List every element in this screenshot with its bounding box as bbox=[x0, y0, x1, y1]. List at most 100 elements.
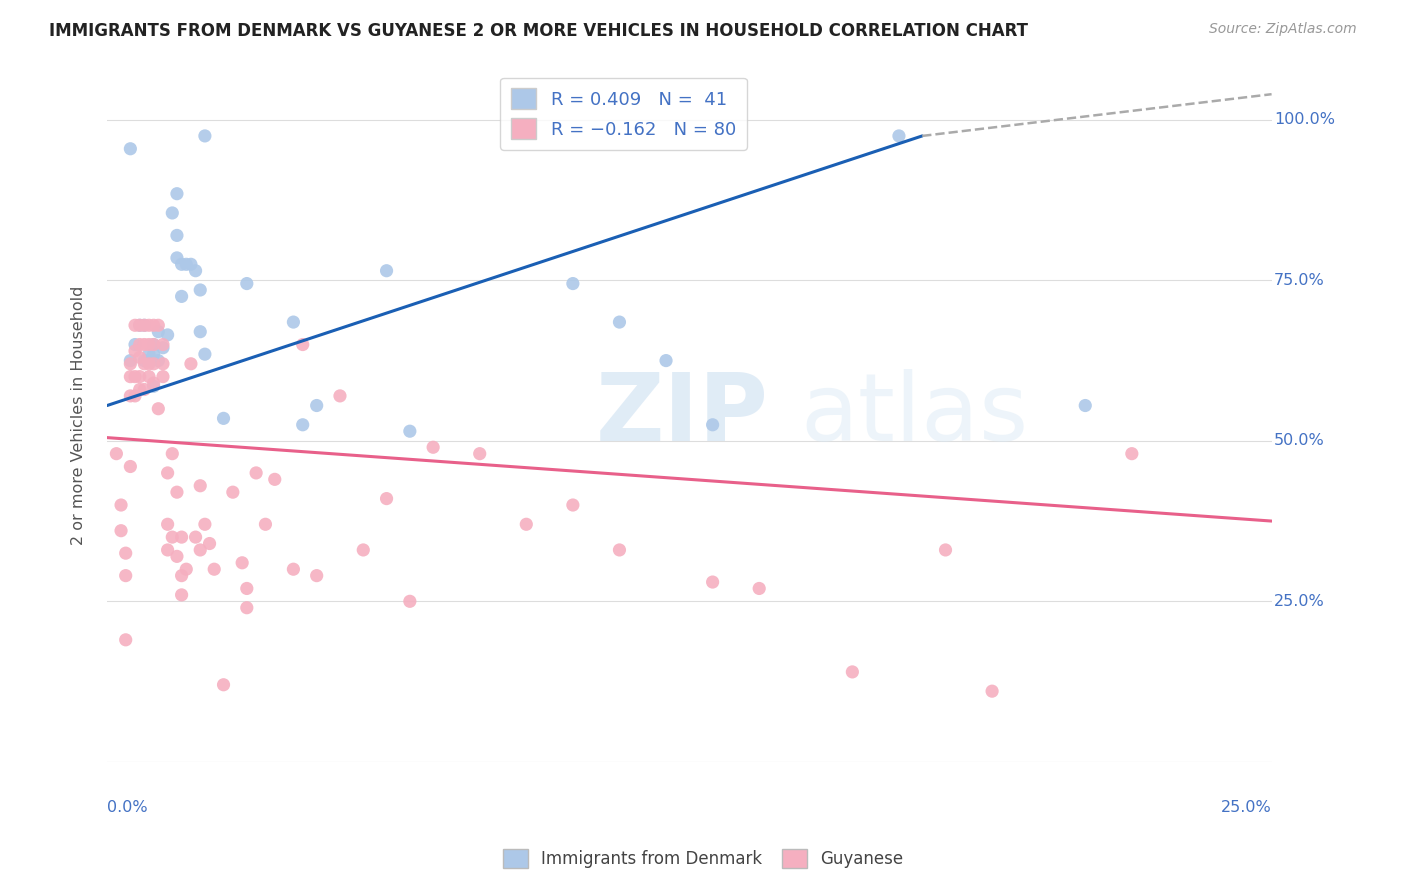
Point bbox=[148, 325, 170, 339]
Text: 25.0%: 25.0% bbox=[1274, 594, 1324, 609]
Text: Source: ZipAtlas.com: Source: ZipAtlas.com bbox=[1209, 22, 1357, 37]
Point bbox=[128, 337, 150, 351]
Point bbox=[124, 369, 146, 384]
Point bbox=[170, 289, 193, 303]
Point bbox=[124, 337, 146, 351]
Point bbox=[120, 353, 142, 368]
Point bbox=[142, 337, 165, 351]
Point bbox=[134, 318, 156, 333]
Point bbox=[174, 562, 197, 576]
Point bbox=[134, 383, 156, 397]
Point bbox=[110, 498, 132, 512]
Point bbox=[981, 684, 1004, 698]
Point bbox=[188, 283, 211, 297]
Point bbox=[375, 263, 398, 277]
Point bbox=[128, 318, 150, 333]
Point bbox=[110, 524, 132, 538]
Point bbox=[702, 417, 724, 432]
Point bbox=[170, 530, 193, 544]
Point bbox=[236, 582, 259, 596]
Point bbox=[194, 517, 217, 532]
Point bbox=[148, 353, 170, 368]
Point bbox=[609, 543, 631, 558]
Point bbox=[134, 318, 156, 333]
Point bbox=[162, 530, 184, 544]
Point bbox=[283, 315, 305, 329]
Point bbox=[166, 251, 188, 265]
Point bbox=[134, 337, 156, 351]
Point bbox=[148, 401, 170, 416]
Text: IMMIGRANTS FROM DENMARK VS GUYANESE 2 OR MORE VEHICLES IN HOUSEHOLD CORRELATION : IMMIGRANTS FROM DENMARK VS GUYANESE 2 OR… bbox=[49, 22, 1028, 40]
Point bbox=[128, 318, 150, 333]
Point bbox=[138, 369, 160, 384]
Point bbox=[142, 347, 165, 361]
Y-axis label: 2 or more Vehicles in Household: 2 or more Vehicles in Household bbox=[72, 285, 86, 545]
Legend: Immigrants from Denmark, Guyanese: Immigrants from Denmark, Guyanese bbox=[496, 842, 910, 875]
Point bbox=[124, 389, 146, 403]
Point bbox=[352, 543, 374, 558]
Point bbox=[148, 318, 170, 333]
Point bbox=[198, 536, 221, 550]
Point bbox=[142, 379, 165, 393]
Point bbox=[887, 128, 910, 143]
Point bbox=[305, 399, 328, 413]
Point bbox=[142, 318, 165, 333]
Point bbox=[263, 472, 285, 486]
Point bbox=[105, 447, 128, 461]
Point bbox=[515, 517, 537, 532]
Point bbox=[138, 353, 160, 368]
Point bbox=[166, 228, 188, 243]
Point bbox=[291, 417, 314, 432]
Point bbox=[170, 568, 193, 582]
Point bbox=[138, 347, 160, 361]
Point bbox=[166, 186, 188, 201]
Point bbox=[152, 337, 174, 351]
Point bbox=[128, 369, 150, 384]
Point bbox=[114, 568, 136, 582]
Point bbox=[120, 369, 142, 384]
Point bbox=[841, 665, 863, 679]
Point bbox=[398, 594, 420, 608]
Point bbox=[188, 479, 211, 493]
Point bbox=[120, 357, 142, 371]
Point bbox=[162, 206, 184, 220]
Point bbox=[188, 325, 211, 339]
Point bbox=[283, 562, 305, 576]
Point bbox=[188, 543, 211, 558]
Point bbox=[934, 543, 956, 558]
Point bbox=[748, 582, 770, 596]
Text: atlas: atlas bbox=[800, 369, 1028, 461]
Point bbox=[194, 347, 217, 361]
Point bbox=[134, 353, 156, 368]
Point bbox=[124, 318, 146, 333]
Point bbox=[156, 517, 179, 532]
Point bbox=[184, 530, 207, 544]
Point bbox=[655, 353, 678, 368]
Text: 75.0%: 75.0% bbox=[1274, 273, 1324, 288]
Point bbox=[170, 257, 193, 271]
Point bbox=[142, 376, 165, 390]
Point bbox=[1074, 399, 1097, 413]
Text: 0.0%: 0.0% bbox=[107, 800, 148, 815]
Point bbox=[120, 459, 142, 474]
Point bbox=[254, 517, 277, 532]
Point bbox=[231, 556, 253, 570]
Point bbox=[152, 357, 174, 371]
Point bbox=[212, 678, 235, 692]
Point bbox=[142, 337, 165, 351]
Point bbox=[156, 466, 179, 480]
Point bbox=[422, 440, 444, 454]
Point bbox=[138, 318, 160, 333]
Point bbox=[184, 263, 207, 277]
Text: 50.0%: 50.0% bbox=[1274, 434, 1324, 449]
Point bbox=[305, 568, 328, 582]
Legend: R = 0.409   N =  41, R = −0.162   N = 80: R = 0.409 N = 41, R = −0.162 N = 80 bbox=[501, 78, 747, 150]
Point bbox=[128, 383, 150, 397]
Point bbox=[375, 491, 398, 506]
Text: ZIP: ZIP bbox=[596, 369, 769, 461]
Point bbox=[166, 485, 188, 500]
Point bbox=[174, 257, 197, 271]
Point bbox=[162, 447, 184, 461]
Point bbox=[138, 337, 160, 351]
Point bbox=[236, 277, 259, 291]
